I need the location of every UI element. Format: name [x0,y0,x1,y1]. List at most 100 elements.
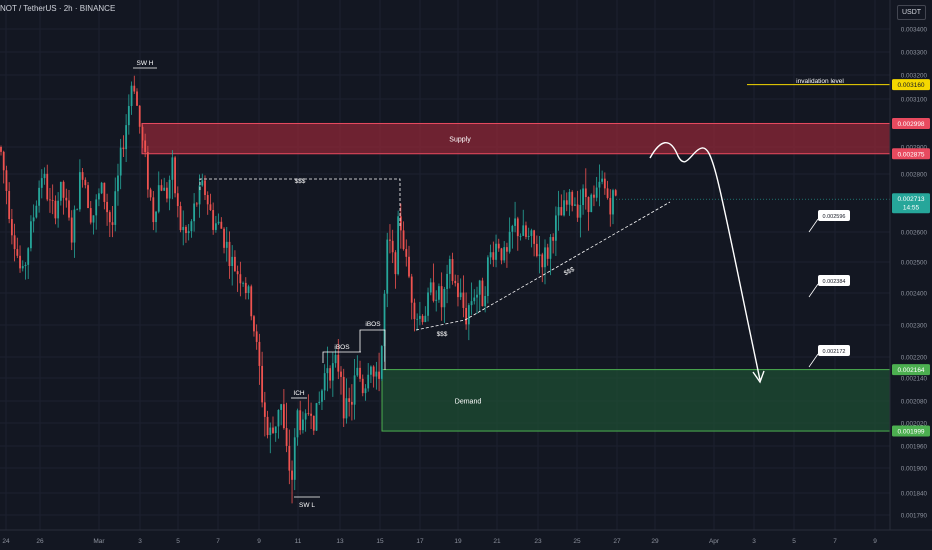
candle-body [144,140,147,153]
candle-body [367,374,370,389]
candle-body [601,178,604,182]
liquidity-low-line [415,319,466,331]
candle-body [448,259,451,274]
candle-body [201,180,204,186]
candle-body [193,203,196,222]
candle-body [465,307,468,325]
candle-body [81,172,84,180]
ibos-label-2: iBOS [365,321,381,328]
candle-body [57,200,60,219]
candle-body [272,427,274,434]
candle-body [582,188,584,206]
symbol-title: NOT / TetherUS · 2h · BINANCE [0,4,116,13]
candle-body [329,368,332,381]
candle-body [549,237,552,259]
candle-body [204,180,206,196]
candle-body [78,172,81,210]
x-tick-label: 3 [138,538,142,545]
candle-body [595,187,598,198]
candle-body [500,248,503,261]
price-tag-supply-top: 0.002998 [897,121,924,128]
swing-low-label: SW L [299,502,315,509]
candle-body [182,226,185,231]
candle-body [315,403,318,431]
candle-body [171,157,174,180]
candle-body [432,282,435,301]
target-label: 0.002596 [823,214,846,220]
candle-body [380,346,383,379]
candle-body [179,206,182,231]
supply-zone-label: Supply [449,137,471,144]
price-tag-invalidation-box [892,79,930,91]
candle-body [103,182,106,202]
candle-body [149,189,152,198]
candle-body [65,197,68,201]
price-tag-countdown: 14:55 [903,205,920,212]
candle-body [405,249,408,257]
candle-body [530,230,533,236]
projection-arrowhead [752,370,765,384]
candle-body [49,199,51,201]
candle-body [111,222,114,225]
candle-body [606,188,609,198]
candle-body [288,445,291,471]
candle-body [418,315,421,319]
candle-body [587,197,590,213]
candle-body [598,181,601,188]
x-tick-label: 26 [36,538,44,545]
candle-body [533,230,536,244]
candle-body [359,367,361,379]
candle-body [73,209,76,243]
candle-body [217,221,220,224]
candle-body [576,204,579,218]
y-tick-label: 0.002900 [901,145,928,152]
candle-body [255,331,258,342]
candle-body [345,398,348,419]
candle-body [59,181,62,201]
candle-body [160,185,163,191]
x-tick-label: 29 [651,538,659,545]
candle-body [546,247,549,259]
trendline-dashed [464,201,671,321]
candle-body [282,404,285,429]
price-axis-area [890,0,932,550]
ibos-line-1 [322,351,361,363]
candle-body [552,237,555,241]
candle-body [70,217,73,243]
ibos-line-2 [359,329,386,370]
y-tick-label: 0.003200 [901,73,928,80]
candle-body [462,292,465,308]
candle-body [195,203,198,205]
x-tick-label: 7 [833,538,837,545]
liquidity-top-line [199,178,401,228]
y-tick-label: 0.002600 [901,230,928,237]
x-tick-label: Mar [93,538,105,545]
price-tag-current: 0.002713 [897,196,924,203]
candle-body [198,185,201,205]
candle-body [89,208,92,223]
candle-body [410,276,413,303]
candle-body [527,235,530,237]
liquidity-trend-label: $$$ [563,266,576,277]
candle-body [375,371,378,377]
price-tag-demand-bottom-box [892,425,930,437]
candle-body [174,157,176,194]
candle-body [609,197,612,215]
swing-high-label: SW H [137,60,154,67]
y-tick-label: 0.003400 [901,27,928,34]
x-tick-label: 11 [295,538,302,545]
candle-body [492,252,495,260]
price-tag-invalidation: 0.003160 [897,82,924,89]
y-tick-label: 0.002800 [901,172,928,179]
candle-body [476,294,478,298]
candle-body [0,147,2,152]
candle-body [342,376,345,419]
y-tick-label: 0.001790 [901,513,928,520]
candle-body [438,286,440,300]
candle-body [141,126,144,141]
candle-body [584,188,587,198]
candle-body [35,205,38,218]
x-tick-label: 19 [454,538,462,545]
currency-button[interactable]: USDT [897,5,926,20]
